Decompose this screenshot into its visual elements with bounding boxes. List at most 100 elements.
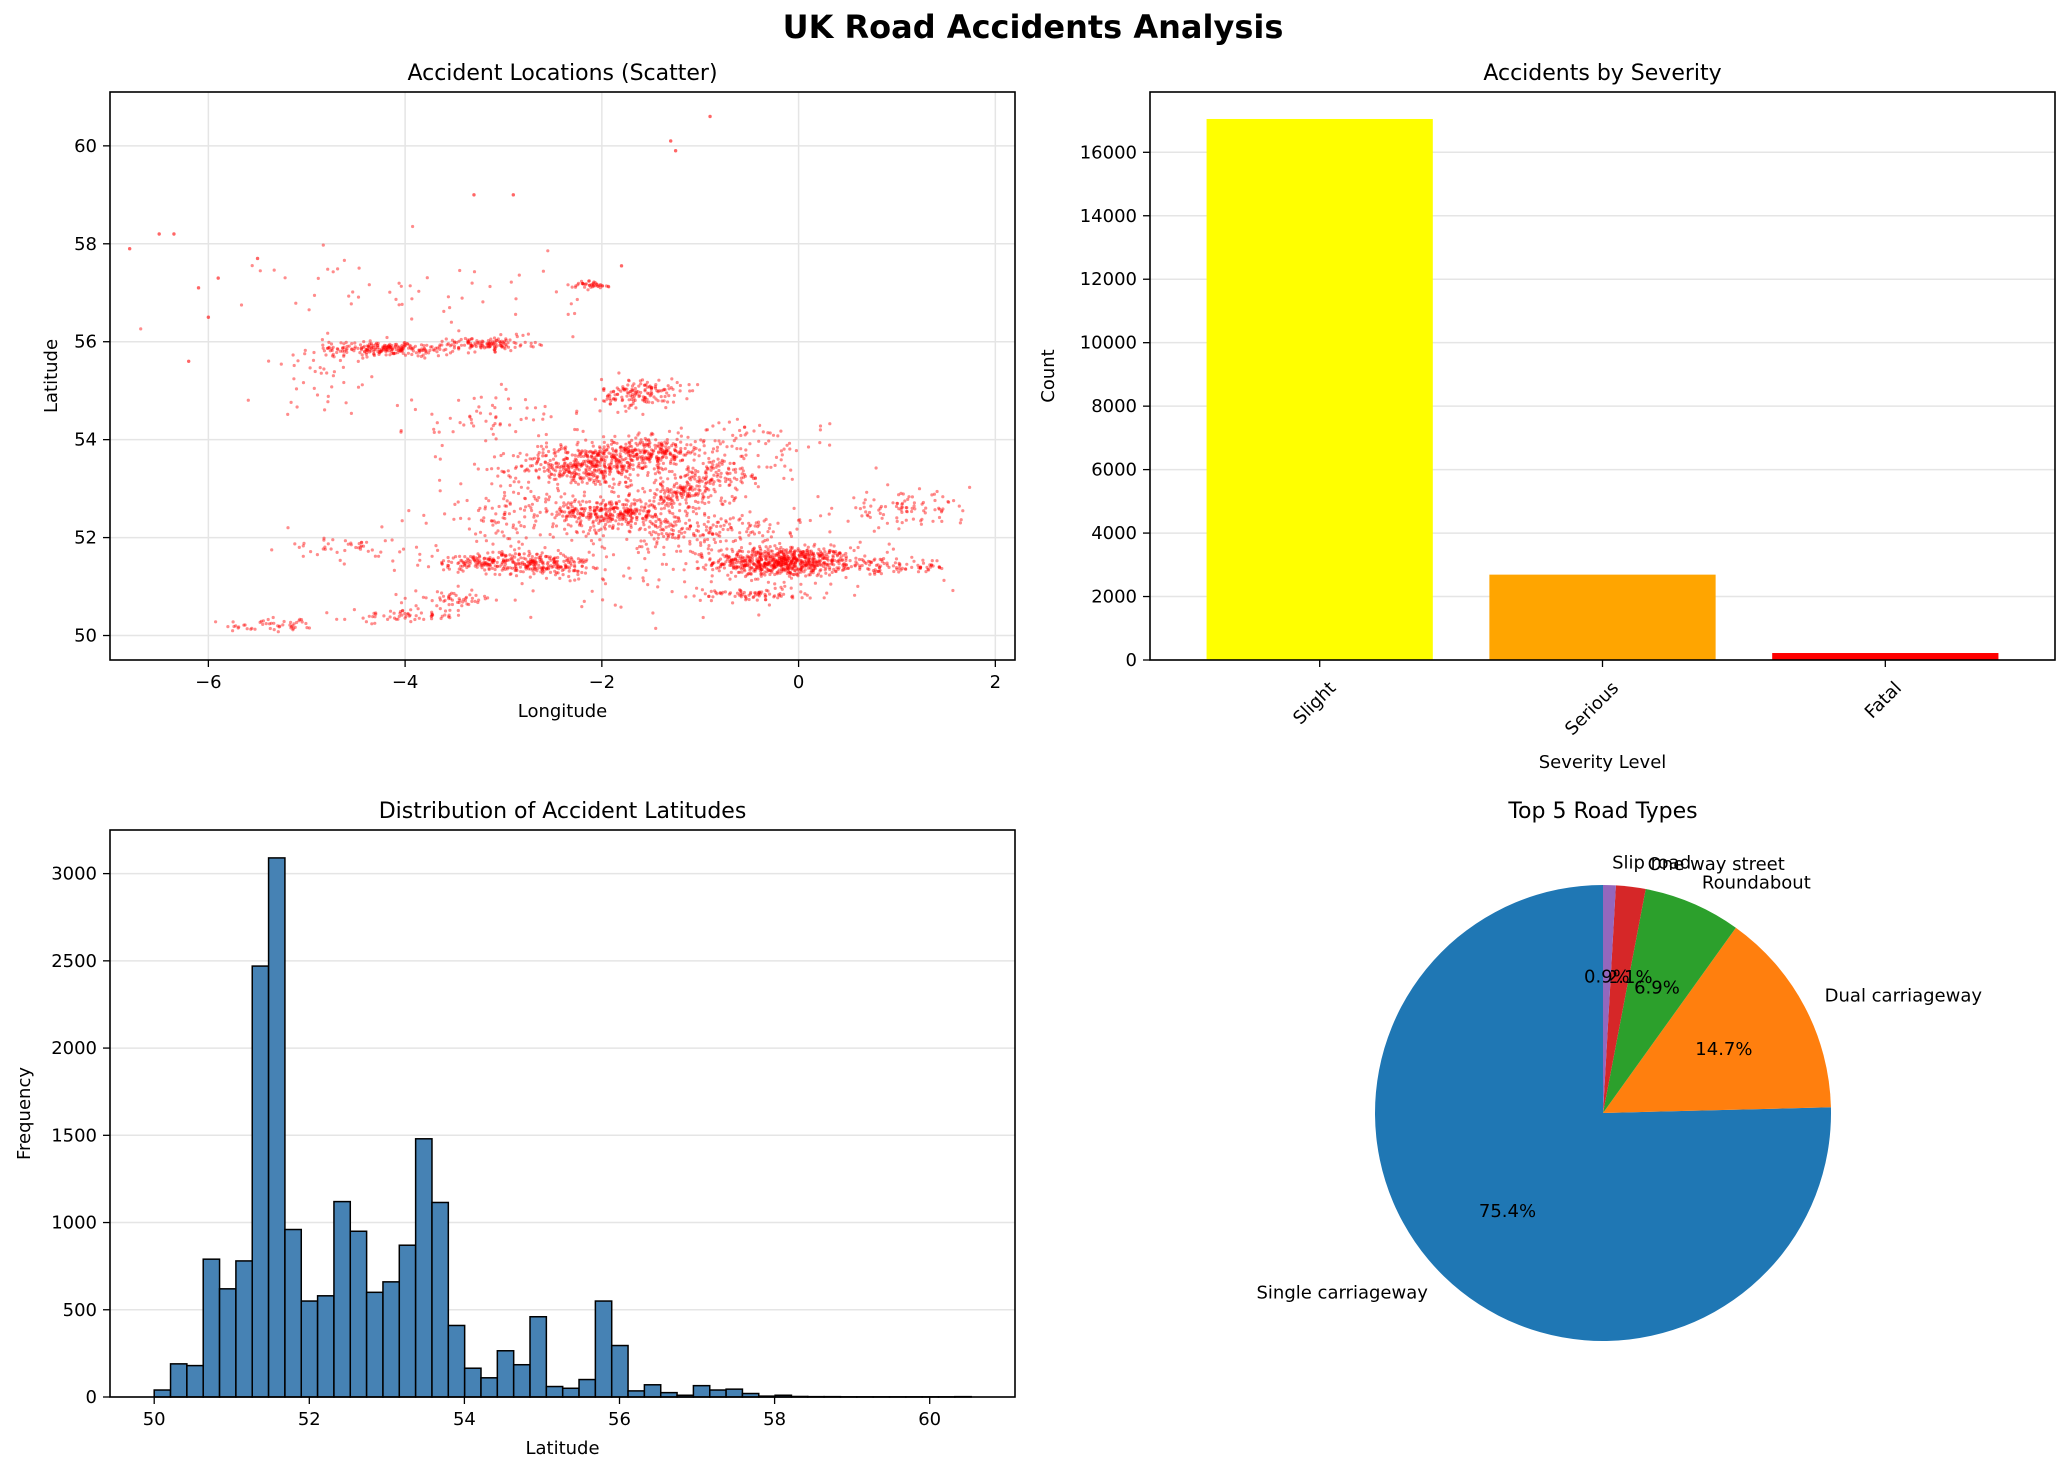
scatter-point	[691, 389, 695, 393]
scatter-point	[838, 557, 842, 561]
scatter-point	[834, 569, 838, 574]
scatter-point	[514, 574, 519, 578]
scatter-point	[589, 461, 593, 465]
scatter-point	[350, 347, 354, 351]
scatter-point	[448, 616, 452, 620]
scatter-point	[582, 494, 586, 498]
scatter-point	[637, 431, 641, 435]
scatter-point	[767, 561, 771, 565]
scatter-point	[551, 522, 555, 526]
scatter-point	[919, 565, 923, 569]
scatter-point	[662, 545, 666, 549]
scatter-point	[780, 568, 784, 572]
scatter-point	[768, 555, 773, 559]
scatter-point	[554, 462, 558, 466]
scatter-point	[808, 552, 812, 556]
scatter-point	[597, 528, 601, 533]
scatter-point	[633, 448, 638, 452]
scatter-point	[935, 559, 939, 563]
scatter-point	[788, 532, 793, 536]
scatter-point	[568, 559, 572, 563]
scatter-point	[670, 524, 674, 528]
scatter-point	[407, 509, 411, 513]
scatter-point	[536, 444, 540, 449]
scatter-point	[479, 564, 483, 568]
scatter-point	[752, 562, 756, 566]
scatter-point	[668, 452, 672, 456]
scatter-point	[559, 443, 563, 447]
scatter-point	[576, 467, 580, 471]
scatter-point	[799, 567, 803, 571]
scatter-point	[608, 515, 612, 519]
scatter-point	[291, 628, 295, 632]
scatter-point	[827, 551, 831, 555]
scatter-point	[685, 492, 690, 496]
scatter-point	[671, 387, 675, 391]
scatter-point	[763, 570, 767, 574]
scatter-point	[644, 513, 649, 517]
scatter-point	[681, 458, 685, 462]
scatter-point	[525, 406, 529, 410]
scatter-point	[675, 450, 680, 454]
scatter-point	[506, 345, 511, 349]
scatter-point	[563, 519, 567, 523]
scatter-point	[503, 562, 508, 566]
scatter-point	[874, 466, 878, 470]
scatter-point	[478, 555, 482, 559]
scatter-point	[645, 509, 649, 514]
scatter-point	[786, 555, 790, 559]
scatter-point	[417, 616, 421, 620]
scatter-point	[553, 450, 557, 455]
scatter-point	[616, 392, 620, 396]
scatter-point	[726, 528, 730, 532]
scatter-point	[620, 514, 625, 518]
scatter-point	[545, 468, 550, 472]
scatter-point	[541, 565, 545, 569]
scatter-point	[370, 346, 374, 350]
scatter-point	[654, 397, 658, 401]
scatter-point	[327, 340, 331, 344]
scatter-point	[607, 472, 612, 476]
scatter-point	[467, 558, 471, 562]
scatter-point	[554, 562, 559, 566]
scatter-point	[629, 394, 633, 398]
scatter-point	[830, 562, 834, 566]
scatter-point	[530, 559, 534, 563]
histogram-bar	[561, 1387, 580, 1398]
scatter-point	[659, 443, 663, 447]
scatter-point	[774, 559, 778, 563]
scatter-point	[557, 512, 561, 516]
scatter-point	[468, 414, 472, 418]
scatter-point	[433, 455, 437, 459]
scatter-point	[655, 542, 659, 546]
scatter-point	[365, 540, 369, 544]
scatter-point	[470, 599, 474, 604]
scatter-point	[826, 555, 830, 559]
scatter-point	[882, 561, 886, 566]
scatter-point	[709, 589, 713, 594]
scatter-point	[369, 342, 373, 346]
scatter-point	[323, 408, 327, 412]
scatter-point	[592, 451, 596, 455]
scatter-point	[343, 548, 347, 553]
scatter-point	[583, 285, 587, 289]
scatter-point	[520, 464, 524, 468]
scatter-point	[690, 485, 694, 489]
scatter-point	[810, 569, 815, 573]
scatter-point	[325, 371, 329, 375]
scatter-point	[603, 474, 607, 478]
scatter-point	[691, 488, 695, 492]
scatter-point	[818, 559, 823, 563]
scatter-point	[439, 616, 443, 621]
scatter-point	[595, 505, 599, 509]
scatter-point	[703, 477, 707, 481]
scatter-point	[420, 347, 424, 351]
scatter-point	[335, 550, 339, 555]
scatter-point	[478, 561, 482, 565]
scatter-point	[604, 513, 608, 517]
scatter-point	[462, 597, 466, 602]
y-tick-label: 2500	[51, 951, 97, 972]
scatter-point	[490, 427, 494, 431]
scatter-point	[719, 496, 724, 500]
